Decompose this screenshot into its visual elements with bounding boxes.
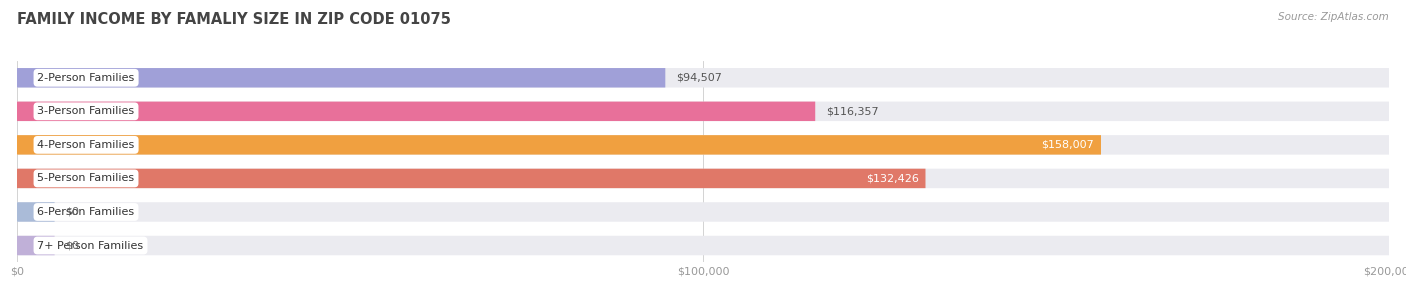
Text: $0: $0 xyxy=(66,241,80,250)
Text: $132,426: $132,426 xyxy=(866,174,918,183)
Text: 5-Person Families: 5-Person Families xyxy=(38,174,135,183)
Text: 4-Person Families: 4-Person Families xyxy=(38,140,135,150)
FancyBboxPatch shape xyxy=(17,102,1389,121)
FancyBboxPatch shape xyxy=(17,236,1389,255)
Text: 3-Person Families: 3-Person Families xyxy=(38,106,135,116)
FancyBboxPatch shape xyxy=(17,68,1389,88)
FancyBboxPatch shape xyxy=(17,102,815,121)
FancyBboxPatch shape xyxy=(17,135,1389,155)
Text: $94,507: $94,507 xyxy=(676,73,723,83)
Text: 6-Person Families: 6-Person Families xyxy=(38,207,135,217)
Text: FAMILY INCOME BY FAMALIY SIZE IN ZIP CODE 01075: FAMILY INCOME BY FAMALIY SIZE IN ZIP COD… xyxy=(17,12,451,27)
FancyBboxPatch shape xyxy=(17,169,925,188)
FancyBboxPatch shape xyxy=(17,236,55,255)
Text: Source: ZipAtlas.com: Source: ZipAtlas.com xyxy=(1278,12,1389,22)
FancyBboxPatch shape xyxy=(17,68,665,88)
FancyBboxPatch shape xyxy=(17,169,1389,188)
FancyBboxPatch shape xyxy=(17,202,55,222)
Text: $158,007: $158,007 xyxy=(1042,140,1094,150)
Text: $116,357: $116,357 xyxy=(827,106,879,116)
Text: $0: $0 xyxy=(66,207,80,217)
Text: 7+ Person Families: 7+ Person Families xyxy=(38,241,143,250)
FancyBboxPatch shape xyxy=(17,202,1389,222)
Text: 2-Person Families: 2-Person Families xyxy=(38,73,135,83)
FancyBboxPatch shape xyxy=(17,135,1101,155)
